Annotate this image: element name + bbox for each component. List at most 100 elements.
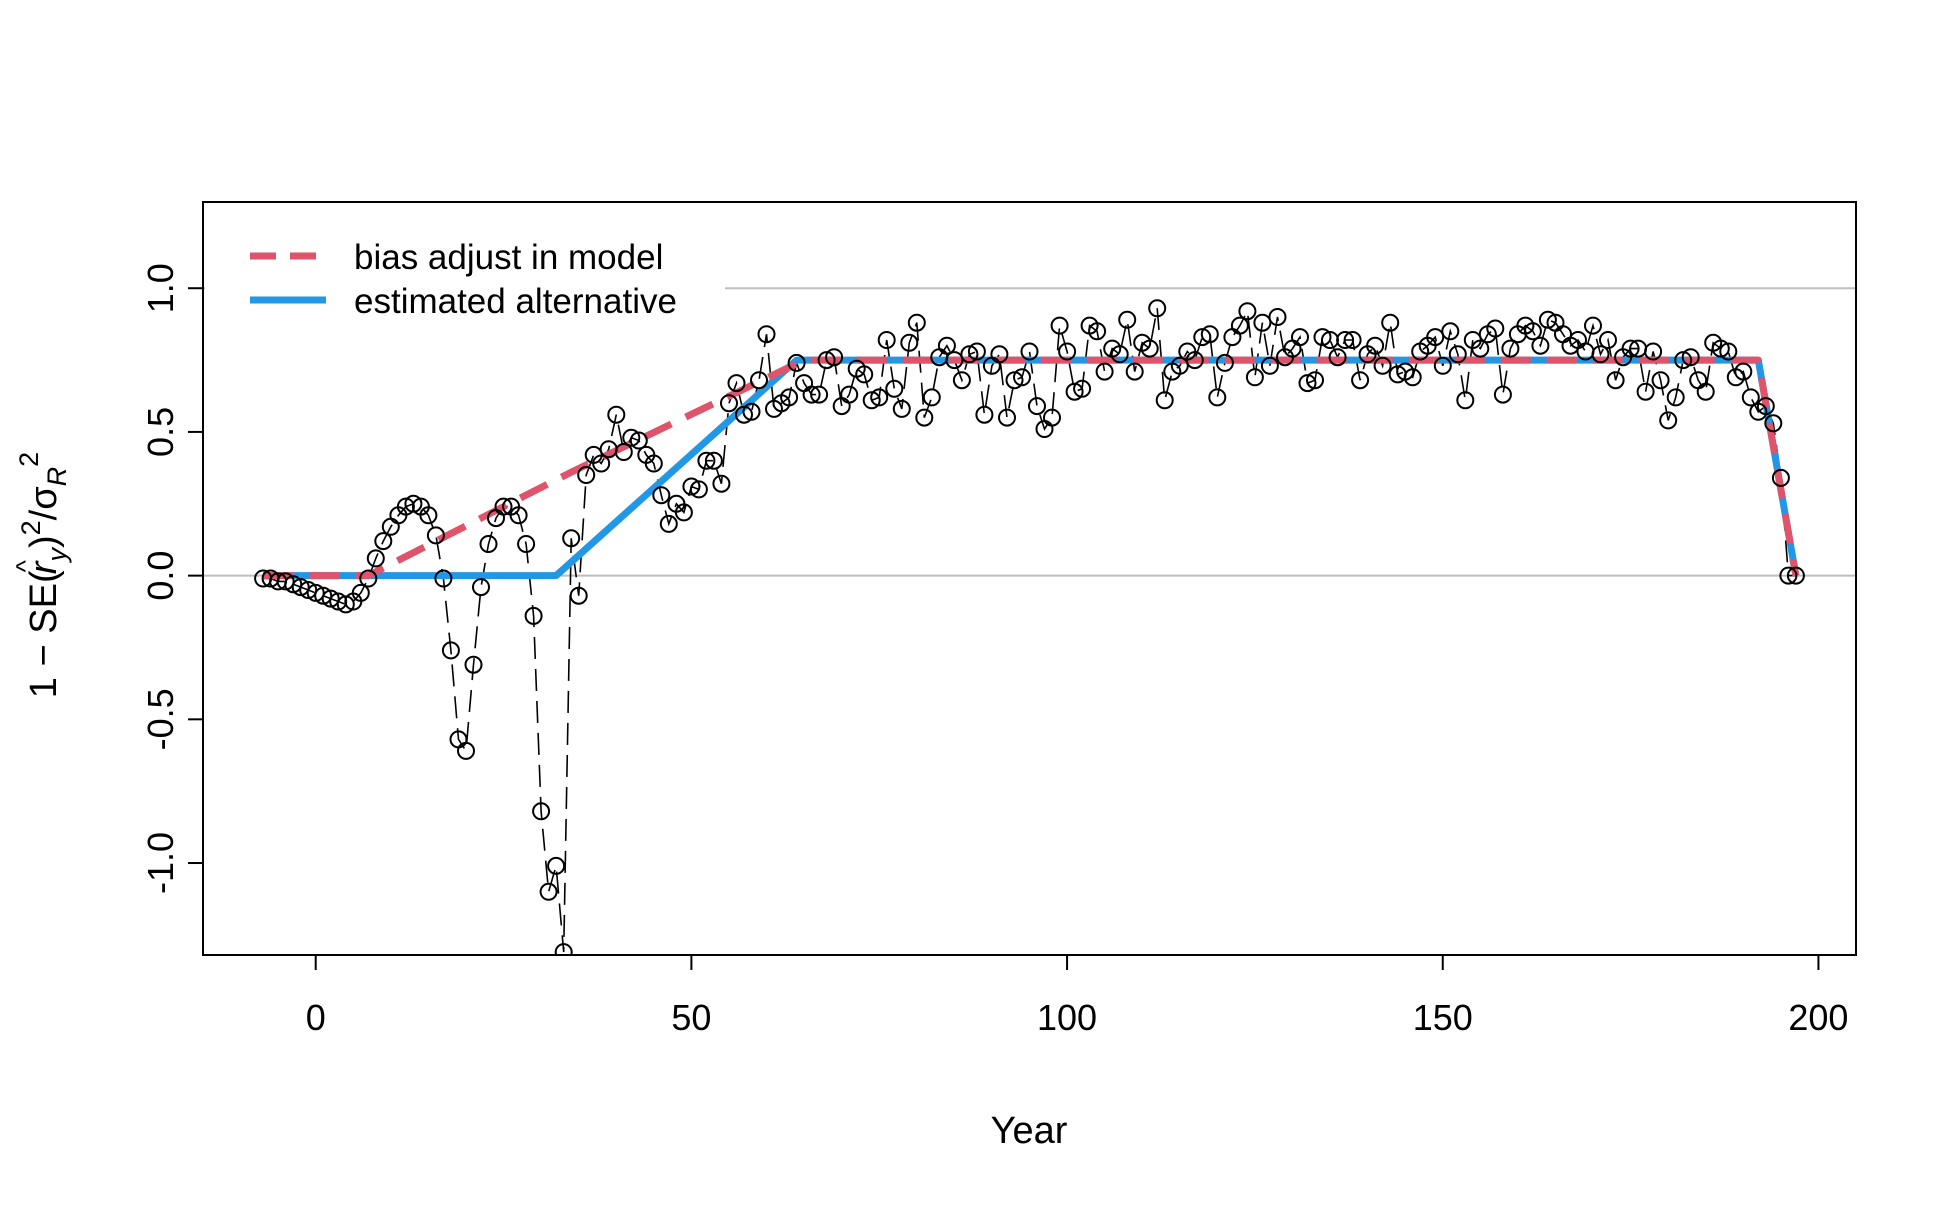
data-point — [419, 506, 438, 525]
data-point — [1696, 382, 1715, 401]
x-tick-label: 50 — [671, 997, 711, 1038]
data-point — [1433, 356, 1452, 375]
data-point — [1381, 313, 1400, 332]
data-point — [441, 641, 460, 660]
data-point — [321, 589, 340, 608]
data-point — [1719, 342, 1738, 361]
x-tick-label: 150 — [1413, 997, 1473, 1038]
x-tick-label: 0 — [306, 997, 326, 1038]
data-point — [960, 345, 979, 364]
data-point — [1659, 411, 1678, 430]
data-point — [1050, 316, 1069, 335]
y-label-close: ) — [23, 535, 65, 548]
data-point — [434, 569, 453, 588]
data-point — [1366, 336, 1385, 355]
data-point — [1606, 371, 1625, 390]
data-point — [577, 466, 596, 484]
data-point — [1666, 388, 1685, 407]
data-point — [614, 443, 633, 461]
data-point — [1644, 342, 1663, 361]
data-point — [952, 371, 971, 390]
data-point — [404, 494, 423, 513]
data-point — [1373, 356, 1392, 375]
data-point — [509, 506, 528, 525]
data-point — [870, 388, 889, 407]
data-point — [1779, 566, 1798, 585]
data-point — [1073, 379, 1092, 398]
data-point — [1088, 322, 1107, 341]
data-point — [1028, 397, 1046, 416]
data-point — [472, 578, 490, 597]
data-point — [1013, 368, 1031, 387]
data-point — [1771, 468, 1790, 487]
data-point — [539, 882, 558, 901]
data-point — [351, 583, 370, 602]
data-point — [1005, 371, 1024, 390]
y-label-R-subscript: R — [42, 467, 72, 487]
x-axis-label: Year — [991, 1110, 1068, 1152]
data-point — [1441, 322, 1460, 341]
data-point — [682, 477, 701, 496]
data-point — [554, 943, 573, 955]
y-tick-label: -0.5 — [140, 688, 181, 750]
data-point — [479, 535, 498, 553]
data-point — [659, 514, 678, 533]
data-point — [366, 549, 385, 568]
data-point — [1651, 371, 1670, 390]
data-point — [629, 431, 648, 450]
data-point — [1336, 331, 1355, 349]
data-point — [1486, 319, 1505, 338]
y-tick-label: 0.5 — [140, 407, 181, 457]
data-point — [1043, 408, 1061, 427]
data-point — [1426, 328, 1445, 347]
data-point — [998, 408, 1016, 427]
data-point — [1238, 302, 1257, 321]
data-point — [1351, 371, 1370, 390]
x-axis: 0 50 100 150 200 — [306, 954, 1848, 1038]
data-point — [1711, 339, 1730, 358]
data-point — [1245, 368, 1264, 387]
data-point — [1208, 388, 1227, 407]
series-line-bias-adjust — [263, 356, 1800, 580]
data-point — [945, 351, 964, 370]
data-point — [524, 606, 543, 625]
data-point — [817, 351, 836, 370]
data-point — [1058, 342, 1077, 361]
data-point — [1403, 368, 1422, 387]
data-point — [607, 405, 626, 424]
data-point — [284, 575, 303, 594]
y-label-hat: ^ — [10, 559, 40, 572]
data-point — [757, 325, 776, 344]
data-point — [1584, 316, 1602, 335]
data-point — [1118, 310, 1137, 329]
data-point — [547, 856, 566, 875]
data-point — [494, 497, 513, 516]
legend-label-estimated: estimated alternative — [354, 282, 677, 321]
data-point — [825, 348, 844, 367]
data-point — [291, 578, 310, 597]
data-point — [742, 402, 761, 421]
data-point — [1764, 414, 1783, 433]
data-point — [892, 399, 911, 418]
data-point — [750, 371, 768, 390]
data-point — [622, 428, 641, 447]
points-connector-path — [263, 308, 1796, 953]
data-point — [1230, 316, 1249, 335]
data-point — [900, 333, 919, 352]
x-tick-label: 200 — [1788, 997, 1848, 1038]
data-point — [1065, 382, 1084, 401]
data-point — [1020, 342, 1039, 361]
data-point — [1291, 328, 1309, 347]
points-connector — [263, 308, 1796, 953]
data-point — [464, 655, 483, 674]
data-point — [1591, 345, 1610, 364]
legend: bias adjust in model estimated alternati… — [205, 228, 725, 328]
data-point — [735, 405, 753, 424]
data-point — [1786, 566, 1805, 585]
data-point — [1734, 362, 1753, 381]
data-point — [1493, 385, 1512, 404]
data-point — [1313, 328, 1332, 347]
data-point — [1298, 374, 1317, 393]
